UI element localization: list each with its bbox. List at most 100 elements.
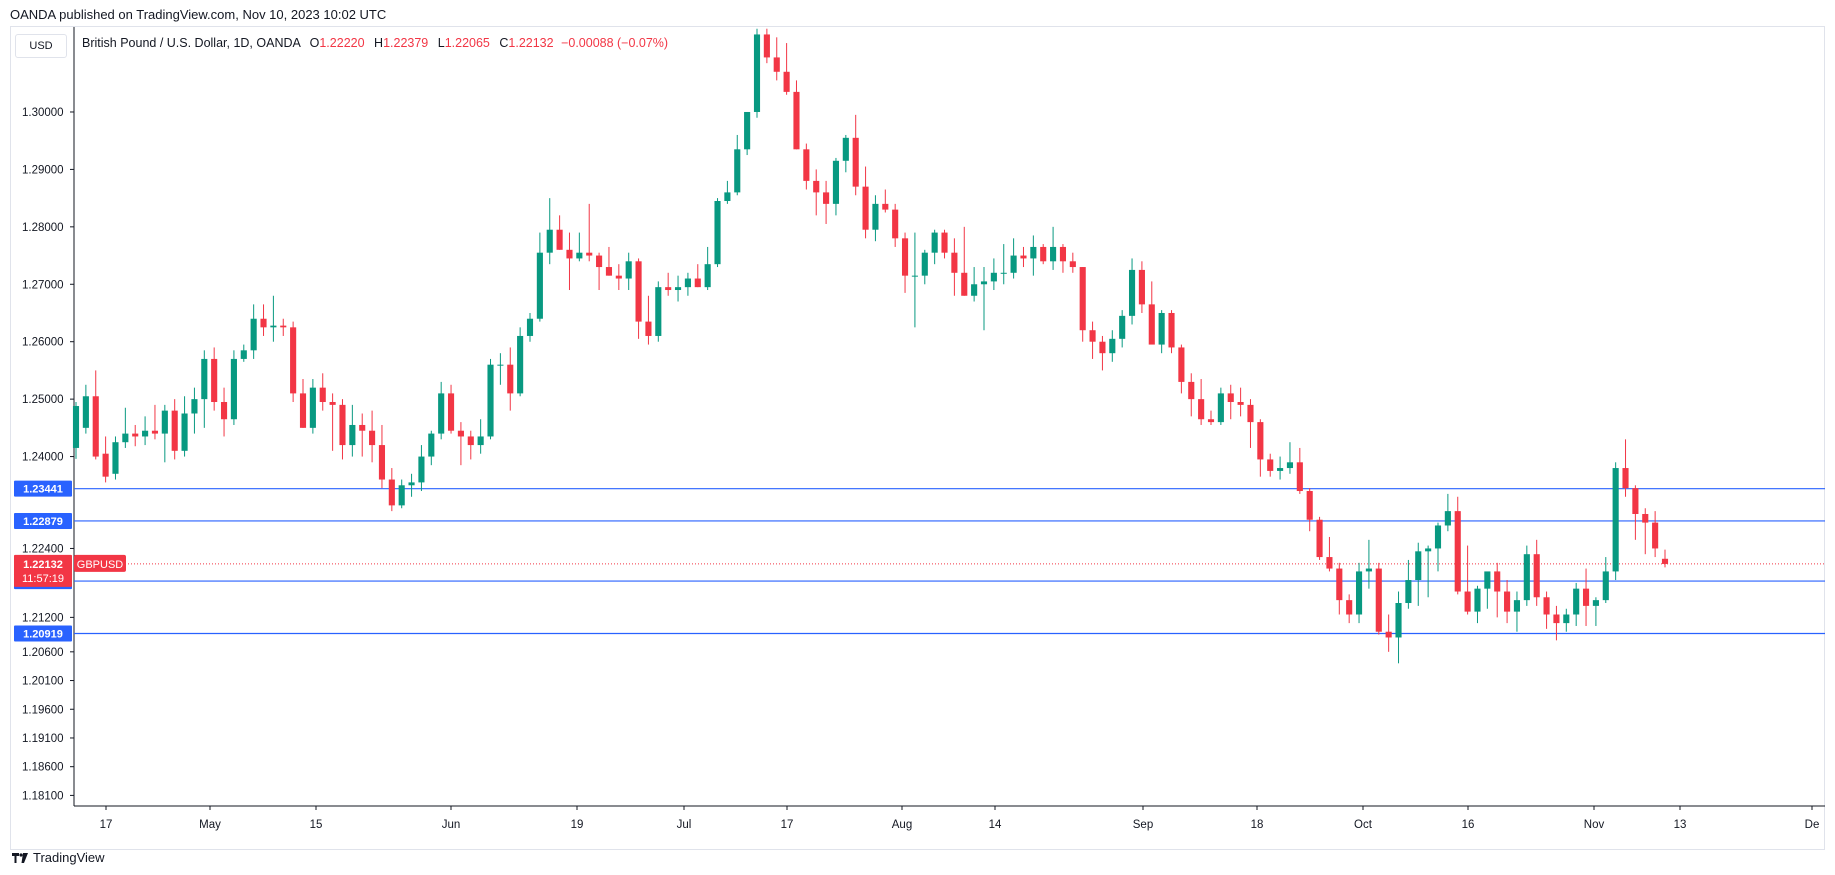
candle-body bbox=[1652, 522, 1659, 549]
candle-body bbox=[1573, 588, 1580, 615]
tradingview-brand[interactable]: TradingView bbox=[12, 850, 105, 865]
candle-body bbox=[753, 34, 761, 112]
level-badge-label: 1.22879 bbox=[23, 516, 63, 528]
chart-legend: British Pound / U.S. Dollar, 1D, OANDA O… bbox=[82, 36, 668, 50]
candle bbox=[1030, 235, 1037, 276]
candle bbox=[1138, 261, 1145, 313]
candle bbox=[1375, 562, 1382, 635]
candle bbox=[823, 180, 830, 224]
candle-body bbox=[359, 424, 366, 431]
candle bbox=[684, 272, 691, 296]
candle bbox=[1415, 542, 1422, 606]
y-tick-label: 1.18100 bbox=[22, 790, 64, 802]
candle-body bbox=[596, 255, 603, 268]
candle bbox=[961, 226, 968, 296]
candle bbox=[1582, 568, 1590, 626]
candle bbox=[536, 232, 543, 322]
candle-body bbox=[1306, 491, 1313, 520]
candle bbox=[161, 404, 168, 463]
candle-body bbox=[369, 430, 376, 446]
candle bbox=[1592, 597, 1599, 626]
high-label: H bbox=[374, 36, 384, 50]
candle bbox=[1257, 419, 1264, 477]
candle bbox=[1365, 539, 1372, 589]
candle bbox=[171, 399, 178, 460]
candle-body bbox=[1365, 568, 1372, 572]
candle bbox=[753, 28, 761, 118]
candle-body bbox=[1217, 393, 1224, 423]
candle-body bbox=[793, 91, 800, 150]
candle bbox=[290, 321, 297, 403]
candle bbox=[339, 399, 346, 460]
candle bbox=[359, 413, 366, 457]
candle bbox=[852, 114, 859, 196]
candle-body bbox=[832, 160, 840, 204]
candle bbox=[507, 347, 514, 411]
candle-body bbox=[645, 321, 652, 336]
currency-button[interactable]: USD bbox=[15, 34, 67, 58]
candle-body bbox=[882, 203, 889, 210]
candle-body bbox=[329, 402, 336, 405]
candle-body bbox=[1069, 261, 1076, 268]
candle-body bbox=[744, 111, 751, 150]
candle-body bbox=[1513, 600, 1521, 612]
x-tick-label: 19 bbox=[571, 819, 584, 831]
candle-body bbox=[980, 281, 988, 285]
candle-body bbox=[1444, 511, 1451, 526]
candle bbox=[92, 370, 99, 460]
candle-body bbox=[1010, 255, 1017, 273]
candle bbox=[349, 404, 356, 457]
candle bbox=[734, 134, 741, 196]
candle bbox=[428, 430, 435, 466]
tradingview-logo-icon bbox=[12, 852, 28, 863]
candle bbox=[477, 419, 484, 454]
close-label: C bbox=[499, 36, 509, 50]
candle-body bbox=[1454, 511, 1461, 592]
candle bbox=[793, 80, 800, 150]
candle-body bbox=[1267, 459, 1274, 471]
y-tick-label: 1.28000 bbox=[22, 222, 64, 234]
last-price-label: 1.22132 bbox=[23, 559, 63, 571]
candle-body bbox=[250, 318, 257, 351]
candle-body bbox=[1494, 571, 1501, 592]
candle bbox=[665, 272, 672, 296]
candle bbox=[763, 28, 770, 64]
candle-body bbox=[1523, 554, 1530, 601]
candle bbox=[1089, 321, 1096, 359]
candle-body bbox=[1474, 588, 1481, 612]
candle-body bbox=[911, 275, 918, 277]
y-tick-label: 1.27000 bbox=[22, 279, 64, 291]
candle bbox=[1109, 330, 1116, 362]
countdown-label: 11:57:19 bbox=[22, 573, 64, 585]
candle-body bbox=[507, 364, 514, 394]
candle-body bbox=[477, 436, 484, 446]
candle-body bbox=[1375, 568, 1382, 632]
candle bbox=[1237, 387, 1244, 417]
candle bbox=[862, 166, 869, 239]
open-value: 1.22220 bbox=[319, 36, 365, 50]
candle-body bbox=[1207, 419, 1215, 423]
candle bbox=[1069, 252, 1076, 273]
candle-body bbox=[260, 318, 267, 328]
candle-body bbox=[398, 485, 405, 506]
high-value: 1.22379 bbox=[383, 36, 429, 50]
candle-body bbox=[299, 393, 307, 428]
candle-body bbox=[1632, 488, 1639, 514]
x-tick-label: 16 bbox=[1462, 819, 1475, 831]
candle-body bbox=[1040, 246, 1047, 262]
candle bbox=[82, 384, 89, 434]
candle bbox=[714, 198, 721, 268]
level-badge-label: 1.20919 bbox=[23, 629, 63, 641]
candle bbox=[832, 157, 840, 216]
candle-body bbox=[122, 433, 129, 443]
candle bbox=[1050, 226, 1057, 270]
candle bbox=[1207, 410, 1215, 425]
candle bbox=[645, 295, 652, 345]
y-tick-label: 1.21200 bbox=[22, 612, 64, 624]
y-tick-label: 1.20600 bbox=[22, 647, 64, 659]
candle-body bbox=[1277, 468, 1284, 471]
candle bbox=[1632, 485, 1639, 540]
candle-body bbox=[655, 287, 662, 336]
y-tick-label: 1.19100 bbox=[22, 733, 64, 745]
